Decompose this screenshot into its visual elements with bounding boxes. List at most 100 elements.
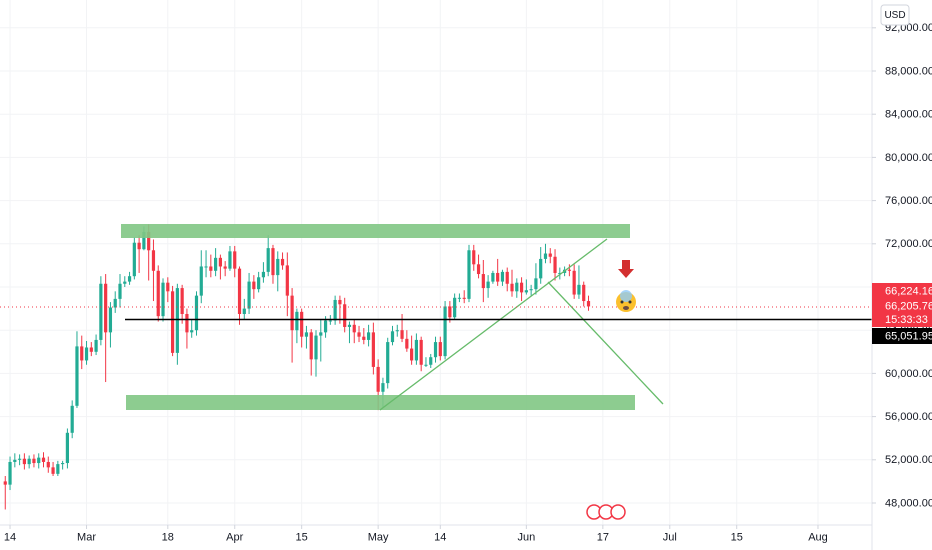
candle-body (347, 324, 352, 327)
candle-body (381, 383, 385, 392)
trend-line (547, 281, 664, 405)
event-icons (586, 504, 626, 520)
candle-body (410, 348, 414, 361)
y-tick-label: 48,000.00 (885, 497, 932, 509)
support-zone (126, 395, 635, 410)
candle-body (252, 281, 256, 290)
candle-body (84, 347, 89, 361)
candle-body (180, 288, 184, 314)
candle-body (443, 306, 447, 357)
candle-body (500, 271, 505, 282)
candle-body (328, 320, 332, 322)
candle-body (582, 284, 586, 302)
candle-body (204, 266, 208, 268)
candle-body (414, 339, 418, 361)
candle-body (314, 335, 318, 360)
candle-body (175, 288, 179, 353)
down-arrow (618, 260, 634, 278)
candle-body (132, 242, 136, 277)
candles (3, 224, 591, 510)
price-label-box (872, 283, 932, 299)
currency-box[interactable] (880, 4, 910, 26)
candle-body (271, 248, 275, 276)
candle-body (123, 281, 127, 284)
candle-body (338, 299, 342, 305)
candle-body (400, 330, 404, 339)
price-label-box (872, 328, 932, 344)
y-tick-label: 84,000.00 (885, 109, 932, 121)
x-tick-label: Aug (808, 531, 828, 543)
x-tick-label: 15 (731, 531, 743, 543)
candle-body (257, 277, 261, 290)
candle-body (529, 289, 533, 291)
x-tick-label: 17 (597, 531, 609, 543)
price-axis (872, 0, 932, 550)
candle-body (371, 332, 375, 367)
candle-body (94, 339, 98, 352)
candle-body (433, 342, 438, 358)
y-tick-label: 88,000.00 (885, 65, 932, 77)
candle-body (376, 366, 380, 392)
candle-body (472, 250, 476, 265)
candle-body (70, 405, 74, 433)
candle-body (218, 257, 222, 267)
candle-body (457, 297, 462, 299)
candle-body (237, 268, 242, 314)
candle-body (510, 283, 514, 292)
candle-body (553, 256, 557, 273)
y-tick-label: 60,000.00 (885, 368, 932, 380)
candle-body (261, 271, 266, 278)
candle-body (209, 266, 213, 271)
y-tick-label: 56,000.00 (885, 411, 932, 423)
candle-body (3, 481, 7, 485)
candle-body (51, 467, 55, 474)
candle-body (151, 250, 156, 271)
candle-body (223, 266, 227, 269)
candle-body (285, 265, 289, 296)
candle-body (194, 295, 199, 331)
x-tick-label: 14 (434, 531, 446, 543)
candle-body (476, 264, 481, 275)
candle-body (118, 283, 122, 299)
price-label: 65,051.95 (885, 330, 932, 342)
candle-body (448, 306, 452, 318)
candle-body (104, 283, 108, 333)
candle-body (505, 271, 509, 284)
candle-body (46, 461, 50, 468)
candle-body (467, 250, 471, 299)
y-tick-label: 76,000.00 (885, 195, 932, 207)
candle-body (577, 284, 581, 295)
candle-body (199, 266, 203, 296)
trend-line (379, 238, 608, 411)
candle-body (319, 332, 323, 336)
price-label: 66,205.76 (885, 300, 932, 312)
candle-body (190, 330, 194, 333)
candle-body (572, 270, 576, 295)
candle-body (362, 336, 366, 340)
candle-body (343, 304, 347, 327)
candle-body (586, 301, 591, 307)
countdown: 15:33:33 (885, 314, 928, 326)
candle-body (161, 282, 165, 317)
candle-body (390, 331, 395, 343)
candle-body (539, 258, 543, 279)
candle-body (242, 308, 246, 314)
candle-body (304, 332, 309, 337)
candle-body (228, 251, 232, 269)
candle-body (22, 458, 26, 465)
candle-body (13, 459, 17, 462)
candle-body (519, 282, 524, 293)
candle-body (524, 290, 528, 293)
candle-body (65, 432, 70, 464)
resistance-zone (121, 224, 630, 238)
candle-body (41, 457, 46, 462)
candle-body (37, 457, 41, 464)
x-tick-label: 18 (162, 531, 174, 543)
candle-body (75, 346, 79, 406)
candle-body (276, 258, 280, 276)
candle-body (491, 272, 495, 282)
candle-body (438, 342, 442, 357)
candle-body (534, 278, 538, 290)
candle-body (108, 307, 113, 333)
